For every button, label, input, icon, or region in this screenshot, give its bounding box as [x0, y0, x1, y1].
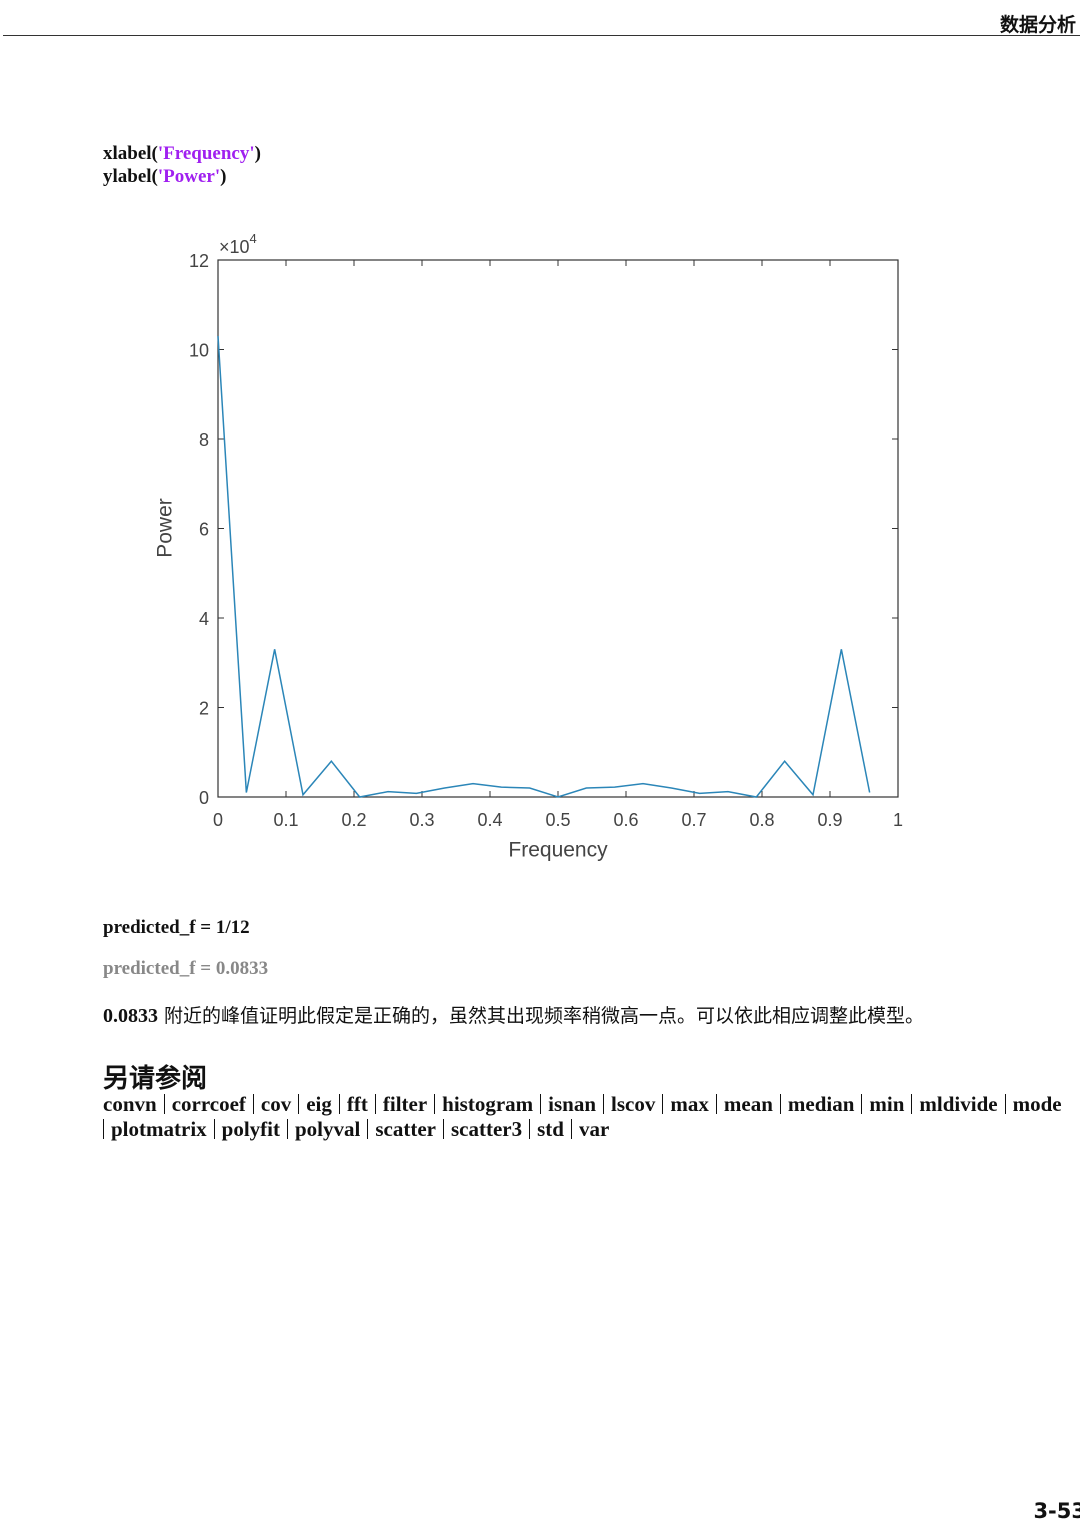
see-also-link[interactable]: convn: [103, 1092, 157, 1116]
see-also-heading: 另请参阅: [103, 1064, 208, 1094]
x-tick-label: 1: [893, 810, 903, 830]
paragraph: 0.0833 附近的峰值证明此假定是正确的，虽然其出现频率稍微高一点。可以依此相…: [103, 1001, 924, 1028]
code-func: xlabel(: [103, 143, 158, 164]
multiplier-exponent: 4: [250, 231, 257, 246]
see-also-list: convn corrcoef cov eig fft filter histogram isn…: [103, 1092, 1080, 1142]
see-also-link[interactable]: fft: [338, 1094, 375, 1115]
x-tick-label: 0.9: [817, 810, 842, 830]
code-line: ylabel('Power'): [103, 166, 226, 188]
x-tick-label: 0.6: [613, 810, 638, 830]
see-also-link[interactable]: cov: [252, 1094, 298, 1115]
see-also-link[interactable]: corrcoef: [163, 1094, 253, 1115]
see-also-link[interactable]: polyfit: [213, 1119, 287, 1140]
y-tick-label: 0: [199, 788, 209, 808]
x-tick-label: 0: [213, 810, 223, 830]
x-tick-label: 0.7: [681, 810, 706, 830]
paragraph-number: 0.0833: [103, 1005, 158, 1027]
see-also-link[interactable]: mldivide: [911, 1094, 1004, 1115]
x-tick-label: 0.1: [273, 810, 298, 830]
header-title: 数据分析: [999, 14, 1076, 36]
see-also-link[interactable]: isnan: [540, 1094, 603, 1115]
code-line: xlabel('Frequency'): [103, 143, 261, 165]
see-also-link[interactable]: eig: [298, 1094, 339, 1115]
see-also-link[interactable]: histogram: [434, 1094, 540, 1115]
see-also-link[interactable]: polyval: [287, 1119, 367, 1140]
code-close: ): [254, 143, 261, 164]
see-also-link[interactable]: filter: [374, 1094, 434, 1115]
see-also-link[interactable]: std: [529, 1119, 571, 1140]
x-tick-label: 0.4: [477, 810, 502, 830]
y-tick-label: 2: [199, 698, 209, 718]
y-tick-label: 8: [199, 430, 209, 450]
paragraph-text: 附近的峰值证明此假定是正确的，虽然其出现频率稍微高一点。可以依此相应调整此模型。: [158, 1005, 925, 1027]
y-tick-label: 4: [199, 609, 209, 629]
multiplier-base: ×10: [219, 237, 250, 257]
see-also-link[interactable]: max: [662, 1094, 716, 1115]
y-tick-label: 12: [189, 251, 209, 271]
see-also-link[interactable]: scatter3: [442, 1119, 529, 1140]
see-also-link[interactable]: plotmatrix: [103, 1119, 214, 1140]
see-also-link[interactable]: median: [779, 1094, 862, 1115]
code-arg: 'Frequency': [157, 143, 255, 164]
x-axis-label: Frequency: [508, 839, 608, 862]
see-also-link[interactable]: mode: [1004, 1094, 1069, 1115]
see-also-link[interactable]: var: [570, 1119, 616, 1140]
see-also-link[interactable]: min: [861, 1094, 911, 1115]
y-axis-label: Power: [154, 498, 177, 558]
y-tick-label: 6: [199, 519, 209, 539]
code-close: ): [220, 166, 227, 187]
see-also-link[interactable]: scatter: [367, 1119, 443, 1140]
code-func: ylabel(: [103, 166, 158, 187]
header-rule: [3, 35, 1080, 36]
x-tick-label: 0.8: [749, 810, 774, 830]
see-also-link[interactable]: mean: [715, 1094, 780, 1115]
plot-box: [217, 259, 899, 798]
output-line: predicted_f = 0.0833: [103, 958, 269, 979]
data-line: [217, 336, 871, 798]
code-arg: 'Power': [157, 166, 221, 187]
output-line: predicted_f = 1/12: [103, 917, 250, 938]
x-tick-label: 0.2: [341, 810, 366, 830]
y-multiplier: ×104: [219, 231, 257, 256]
x-tick-label: 0.3: [409, 810, 434, 830]
y-tick-label: 10: [189, 340, 209, 360]
x-tick-label: 0.5: [545, 810, 570, 830]
chart: Frequency Power ×104 0 0.1 0.2 0.3 0.4 0.5 0.6…: [154, 231, 903, 862]
see-also-link[interactable]: lscov: [603, 1094, 662, 1115]
page-number: 3-53: [1033, 1499, 1080, 1523]
